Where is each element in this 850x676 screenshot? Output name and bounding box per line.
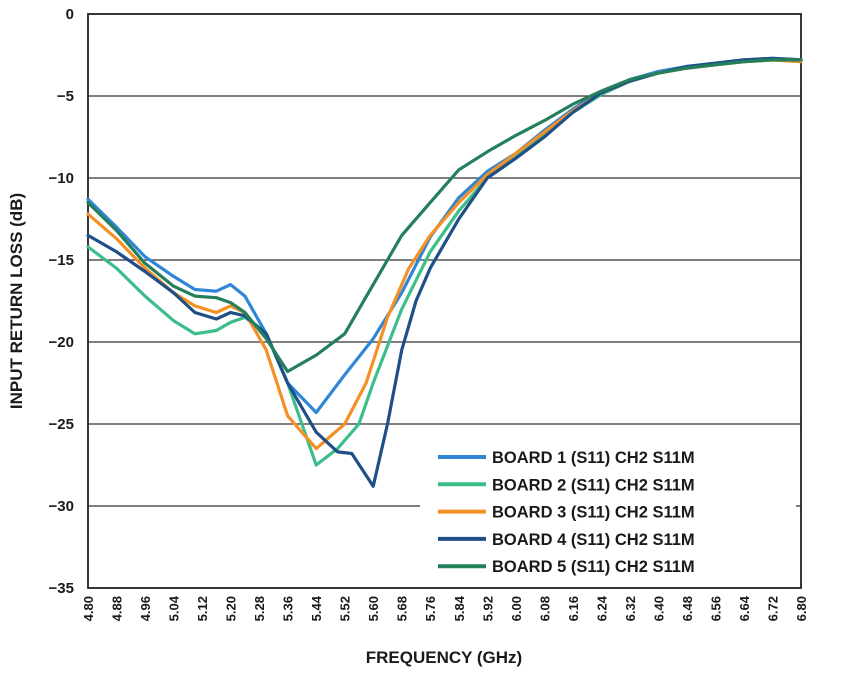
- series-lines: [86, 56, 803, 488]
- x-tick-label: 5.60: [366, 596, 381, 621]
- y-tick-label: −10: [49, 170, 74, 187]
- x-tick-label: 6.40: [651, 596, 666, 621]
- y-tick-label: 0: [66, 6, 74, 23]
- series-line-board-3: [86, 58, 803, 451]
- legend-box: [420, 436, 796, 578]
- series-line-board-2: [86, 58, 803, 467]
- x-tick-label: 5.68: [395, 596, 410, 621]
- x-tick-label: 6.80: [794, 596, 809, 621]
- x-tick-label: 6.72: [765, 596, 780, 621]
- x-tick-label: 5.44: [309, 595, 324, 621]
- x-tick-label: 6.00: [509, 596, 524, 621]
- legend-label: BOARD 5 (S11) CH2 S11M: [492, 558, 695, 576]
- x-tick-label: 5.28: [252, 596, 267, 621]
- y-tick-label: −15: [49, 252, 74, 269]
- x-tick-label: 6.56: [708, 596, 723, 621]
- x-tick-label: 4.88: [110, 596, 125, 621]
- x-tick-label: 6.48: [680, 596, 695, 621]
- x-tick-label: 4.80: [81, 596, 96, 621]
- y-tick-label: −20: [49, 334, 74, 351]
- y-tick-label: −5: [57, 88, 74, 105]
- y-tick-label: −35: [49, 580, 74, 597]
- legend: BOARD 1 (S11) CH2 S11M BOARD 2 (S11) CH2 …: [420, 436, 796, 578]
- series-line-board-4: [86, 56, 803, 488]
- legend-label: BOARD 2 (S11) CH2 S11M: [492, 476, 695, 494]
- x-tick-label: 5.92: [480, 596, 495, 621]
- y-tick-labels: 0 −5 −10 −15 −20 −25 −30 −35: [49, 6, 74, 597]
- x-tick-label: 4.96: [138, 596, 153, 621]
- x-tick-label: 5.04: [167, 595, 182, 621]
- y-axis-title: INPUT RETURN LOSS (dB): [7, 193, 26, 409]
- x-tick-label: 5.20: [224, 596, 239, 621]
- x-tick-label: 6.32: [623, 596, 638, 621]
- plot-frame: [87, 13, 802, 589]
- x-tick-labels: 4.80 4.88 4.96 5.04 5.12 5.20 5.28 5.36 5.44 5.52…: [81, 595, 809, 621]
- x-tick-label: 5.36: [281, 596, 296, 621]
- x-axis-title: FREQUENCY (GHz): [366, 648, 522, 667]
- x-tick-label: 6.16: [566, 596, 581, 621]
- x-tick-label: 6.64: [737, 595, 752, 621]
- y-tick-label: −25: [49, 416, 74, 433]
- legend-label: BOARD 3 (S11) CH2 S11M: [492, 504, 695, 522]
- x-tick-label: 6.08: [537, 596, 552, 621]
- legend-label: BOARD 1 (S11) CH2 S11M: [492, 449, 695, 467]
- x-tick-label: 5.52: [338, 596, 353, 621]
- legend-label: BOARD 4 (S11) CH2 S11M: [492, 531, 695, 549]
- y-tick-label: −30: [49, 498, 74, 515]
- x-tick-label: 5.84: [452, 595, 467, 621]
- series-line-board-5: [86, 58, 803, 374]
- x-tick-label: 5.76: [423, 596, 438, 621]
- x-tick-label: 6.24: [594, 595, 609, 621]
- x-tick-label: 5.12: [195, 596, 210, 621]
- series-line-board-1: [86, 56, 803, 415]
